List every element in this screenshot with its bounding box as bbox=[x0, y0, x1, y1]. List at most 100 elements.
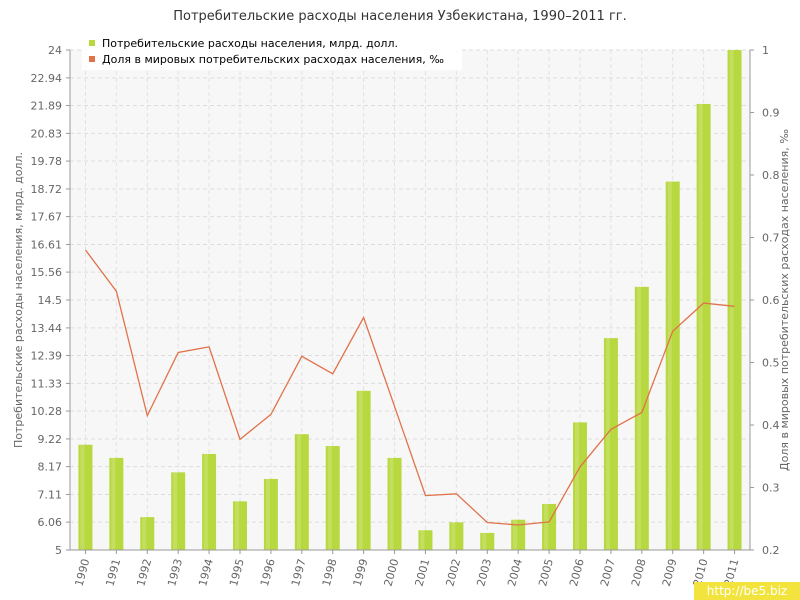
bar-highlight bbox=[296, 434, 301, 550]
bar bbox=[418, 530, 433, 550]
bar bbox=[449, 522, 464, 550]
left-axis-ticks: 5 6.06 7.11 8.17 9.22 10.28 11.33 12.39 13.44 14.… bbox=[31, 44, 70, 557]
left-tick-label: 6.06 bbox=[38, 516, 63, 529]
bar-highlight bbox=[667, 181, 672, 550]
x-tick-label: 1997 bbox=[289, 557, 309, 587]
right-tick-label: 0.7 bbox=[762, 232, 780, 245]
left-tick-label: 12.39 bbox=[31, 350, 63, 363]
bar-highlight bbox=[482, 532, 487, 550]
bar bbox=[696, 103, 711, 551]
left-tick-label: 17.67 bbox=[31, 211, 63, 224]
bar-highlight bbox=[698, 103, 703, 551]
bar bbox=[263, 478, 278, 550]
left-tick-label: 10.28 bbox=[31, 405, 63, 418]
x-tick-label: 2008 bbox=[629, 557, 649, 587]
bar-highlight bbox=[358, 390, 363, 550]
left-tick-label: 13.44 bbox=[31, 322, 63, 335]
chart-title: Потребительские расходы населения Узбеки… bbox=[173, 9, 627, 24]
right-axis-ticks: 0.2 0.3 0.4 0.5 0.6 0.7 0.8 0.9 1 bbox=[750, 44, 780, 557]
left-tick-label: 22.94 bbox=[31, 72, 63, 85]
bar-highlight bbox=[729, 50, 734, 550]
left-tick-label: 15.56 bbox=[31, 266, 63, 279]
x-tick-label: 1996 bbox=[258, 557, 278, 587]
left-tick-label: 7.11 bbox=[38, 488, 63, 501]
bar-highlight bbox=[327, 446, 332, 550]
bar bbox=[325, 446, 340, 550]
bar-highlight bbox=[204, 453, 209, 550]
bar-highlight bbox=[389, 457, 394, 550]
bar bbox=[511, 519, 526, 550]
right-tick-label: 0.8 bbox=[762, 169, 780, 182]
legend-entry-bars: Потребительские расходы населения, млрд.… bbox=[102, 37, 398, 50]
x-tick-label: 2004 bbox=[505, 557, 525, 587]
left-tick-label: 16.61 bbox=[31, 238, 63, 251]
legend-entry-line: Доля в мировых потребительских расходах … bbox=[102, 53, 444, 66]
x-axis-ticks: 1990 1991 1992 1993 1994 1995 1996 1997 1998 1999… bbox=[73, 550, 741, 588]
x-tick-label: 1990 bbox=[73, 557, 93, 587]
x-tick-label: 1995 bbox=[227, 557, 247, 587]
left-tick-label: 24 bbox=[48, 44, 62, 57]
bar-highlight bbox=[605, 338, 610, 550]
left-tick-label: 18.72 bbox=[31, 183, 63, 196]
bar-highlight bbox=[451, 522, 456, 550]
bar bbox=[387, 457, 402, 550]
right-axis-label: Доля в мировых потребительских расходах … bbox=[778, 129, 791, 471]
bar bbox=[294, 434, 309, 550]
bar-highlight bbox=[575, 422, 579, 550]
bar-highlight bbox=[173, 472, 178, 550]
left-tick-label: 21.89 bbox=[31, 100, 63, 113]
bar-highlight bbox=[265, 478, 270, 550]
right-tick-label: 0.2 bbox=[762, 544, 780, 557]
x-tick-label: 2000 bbox=[382, 557, 402, 587]
bar-highlight bbox=[235, 501, 239, 550]
legend-swatch-line bbox=[89, 56, 95, 62]
bar-highlight bbox=[80, 444, 85, 550]
bar bbox=[109, 457, 124, 550]
line-path bbox=[84, 249, 735, 526]
bar-highlight bbox=[636, 286, 641, 550]
right-tick-label: 0.9 bbox=[762, 107, 780, 120]
right-tick-label: 0.4 bbox=[762, 419, 780, 432]
right-tick-label: 1 bbox=[762, 44, 769, 57]
right-tick-label: 0.6 bbox=[762, 294, 780, 307]
x-tick-label: 2006 bbox=[567, 557, 587, 587]
bar bbox=[233, 501, 247, 550]
bar-highlight bbox=[544, 503, 549, 550]
legend-background bbox=[82, 34, 462, 70]
bar-highlight bbox=[111, 457, 116, 550]
x-tick-label: 2002 bbox=[443, 557, 463, 587]
line-series bbox=[84, 249, 735, 526]
x-tick-label: 2001 bbox=[413, 557, 433, 587]
x-tick-label: 2005 bbox=[536, 557, 556, 587]
left-tick-label: 19.78 bbox=[31, 155, 63, 168]
bar-series bbox=[78, 50, 742, 551]
left-tick-label: 5 bbox=[55, 544, 62, 557]
watermark: http://be5.biz bbox=[694, 582, 800, 600]
bar bbox=[171, 472, 186, 550]
left-tick-label: 8.17 bbox=[38, 461, 63, 474]
x-tick-label: 1998 bbox=[320, 557, 340, 587]
x-tick-label: 1999 bbox=[351, 557, 371, 587]
bar bbox=[634, 286, 649, 550]
legend: Потребительские расходы населения, млрд.… bbox=[82, 34, 462, 70]
bar-highlight bbox=[420, 530, 425, 550]
x-tick-label: 1993 bbox=[165, 557, 185, 587]
x-tick-label: 2007 bbox=[598, 557, 618, 587]
bar bbox=[480, 532, 495, 550]
left-tick-label: 11.33 bbox=[31, 377, 63, 390]
bar bbox=[665, 181, 680, 550]
bar-highlight bbox=[513, 519, 518, 550]
x-tick-label: 1992 bbox=[134, 557, 154, 587]
right-tick-label: 0.5 bbox=[762, 357, 780, 370]
left-tick-label: 9.22 bbox=[38, 433, 63, 446]
x-tick-label: 2003 bbox=[474, 557, 494, 587]
bar bbox=[603, 338, 618, 550]
bar bbox=[202, 453, 217, 550]
bar-highlight bbox=[142, 517, 147, 550]
left-axis-label: Потребительские расходы населения, млрд.… bbox=[12, 152, 25, 448]
left-tick-label: 14.5 bbox=[38, 294, 63, 307]
x-tick-label: 2009 bbox=[660, 557, 680, 587]
legend-swatch-bars bbox=[89, 40, 95, 46]
bar bbox=[140, 517, 155, 550]
